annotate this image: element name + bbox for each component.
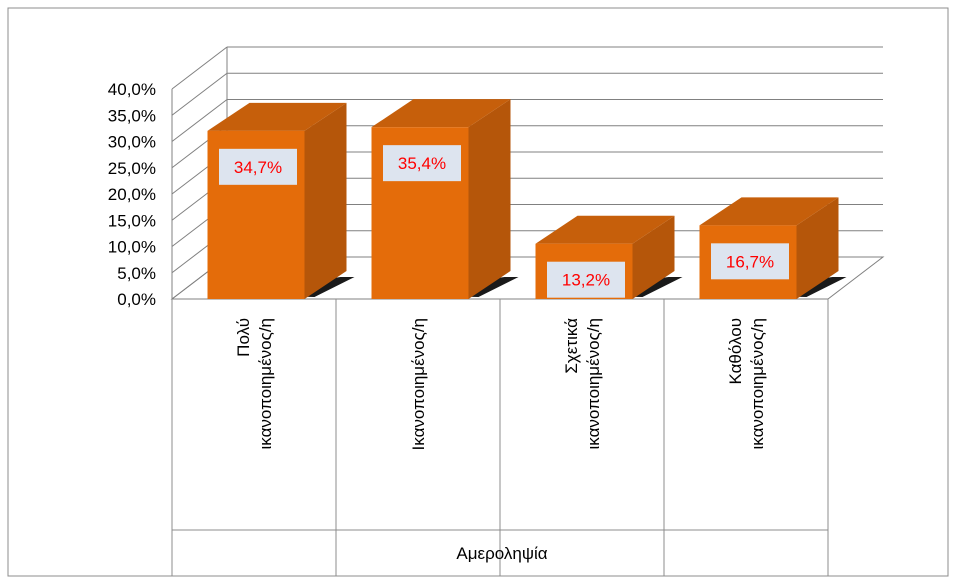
bar-side bbox=[632, 215, 675, 299]
category-label: Ικανοποιημένος/η bbox=[409, 318, 428, 450]
data-label-box bbox=[219, 148, 297, 185]
data-label: 16,7% bbox=[726, 252, 774, 271]
bars: 34,7% 35,4% 13,2% 16,7% bbox=[207, 99, 847, 300]
data-label: 13,2% bbox=[562, 271, 610, 290]
category-grid bbox=[171, 299, 829, 576]
y-tick-label: 10,0% bbox=[108, 238, 156, 257]
category-label: ικανοποιημένος/η bbox=[256, 318, 275, 449]
data-label: 34,7% bbox=[234, 158, 282, 177]
y-tick-label: 15,0% bbox=[108, 211, 156, 230]
bar: 16,7% bbox=[699, 197, 847, 299]
wall-gridline bbox=[171, 72, 228, 116]
wall-gridline bbox=[171, 99, 228, 142]
category-label: Σχετικά bbox=[562, 318, 581, 374]
bar-side bbox=[796, 197, 839, 299]
y-tick-label: 30,0% bbox=[108, 133, 156, 152]
data-label-box bbox=[547, 261, 625, 298]
bar: 13,2% bbox=[535, 215, 683, 299]
data-label-box bbox=[711, 243, 789, 280]
bar: 35,4% bbox=[371, 99, 519, 300]
category-label: ικανοποιημένος/η bbox=[584, 318, 603, 449]
bar-side bbox=[304, 102, 347, 299]
bar-top bbox=[207, 102, 347, 131]
bar: 34,7% bbox=[207, 102, 355, 299]
bar-top bbox=[371, 99, 511, 128]
category-label: Καθόλου bbox=[726, 318, 745, 385]
y-tick-label: 5,0% bbox=[117, 264, 156, 283]
x-axis-title: Αμεροληψία bbox=[456, 544, 547, 563]
y-axis-ticks: 0,0% 5,0% 10,0% 15,0% 20,0% 25,0% 30,0% 35,0% 40… bbox=[108, 80, 156, 309]
y-tick-label: 25,0% bbox=[108, 159, 156, 178]
data-label-box bbox=[383, 145, 461, 182]
category-label: ικανοποιημένος/η bbox=[748, 318, 767, 449]
data-label: 35,4% bbox=[398, 154, 446, 173]
y-tick-label: 20,0% bbox=[108, 185, 156, 204]
y-tick-label: 40,0% bbox=[108, 80, 156, 99]
y-tick-label: 0,0% bbox=[117, 290, 156, 309]
category-labels: Πολύ ικανοποιημένος/η Ικανοποιημένος/η Σχετ… bbox=[234, 318, 767, 451]
y-tick-label: 35,0% bbox=[108, 106, 156, 125]
wall-gridline bbox=[171, 46, 228, 90]
bar-side bbox=[468, 99, 511, 300]
bar-top bbox=[535, 215, 675, 244]
category-label: Πολύ bbox=[234, 318, 253, 357]
bar-top bbox=[699, 197, 839, 226]
